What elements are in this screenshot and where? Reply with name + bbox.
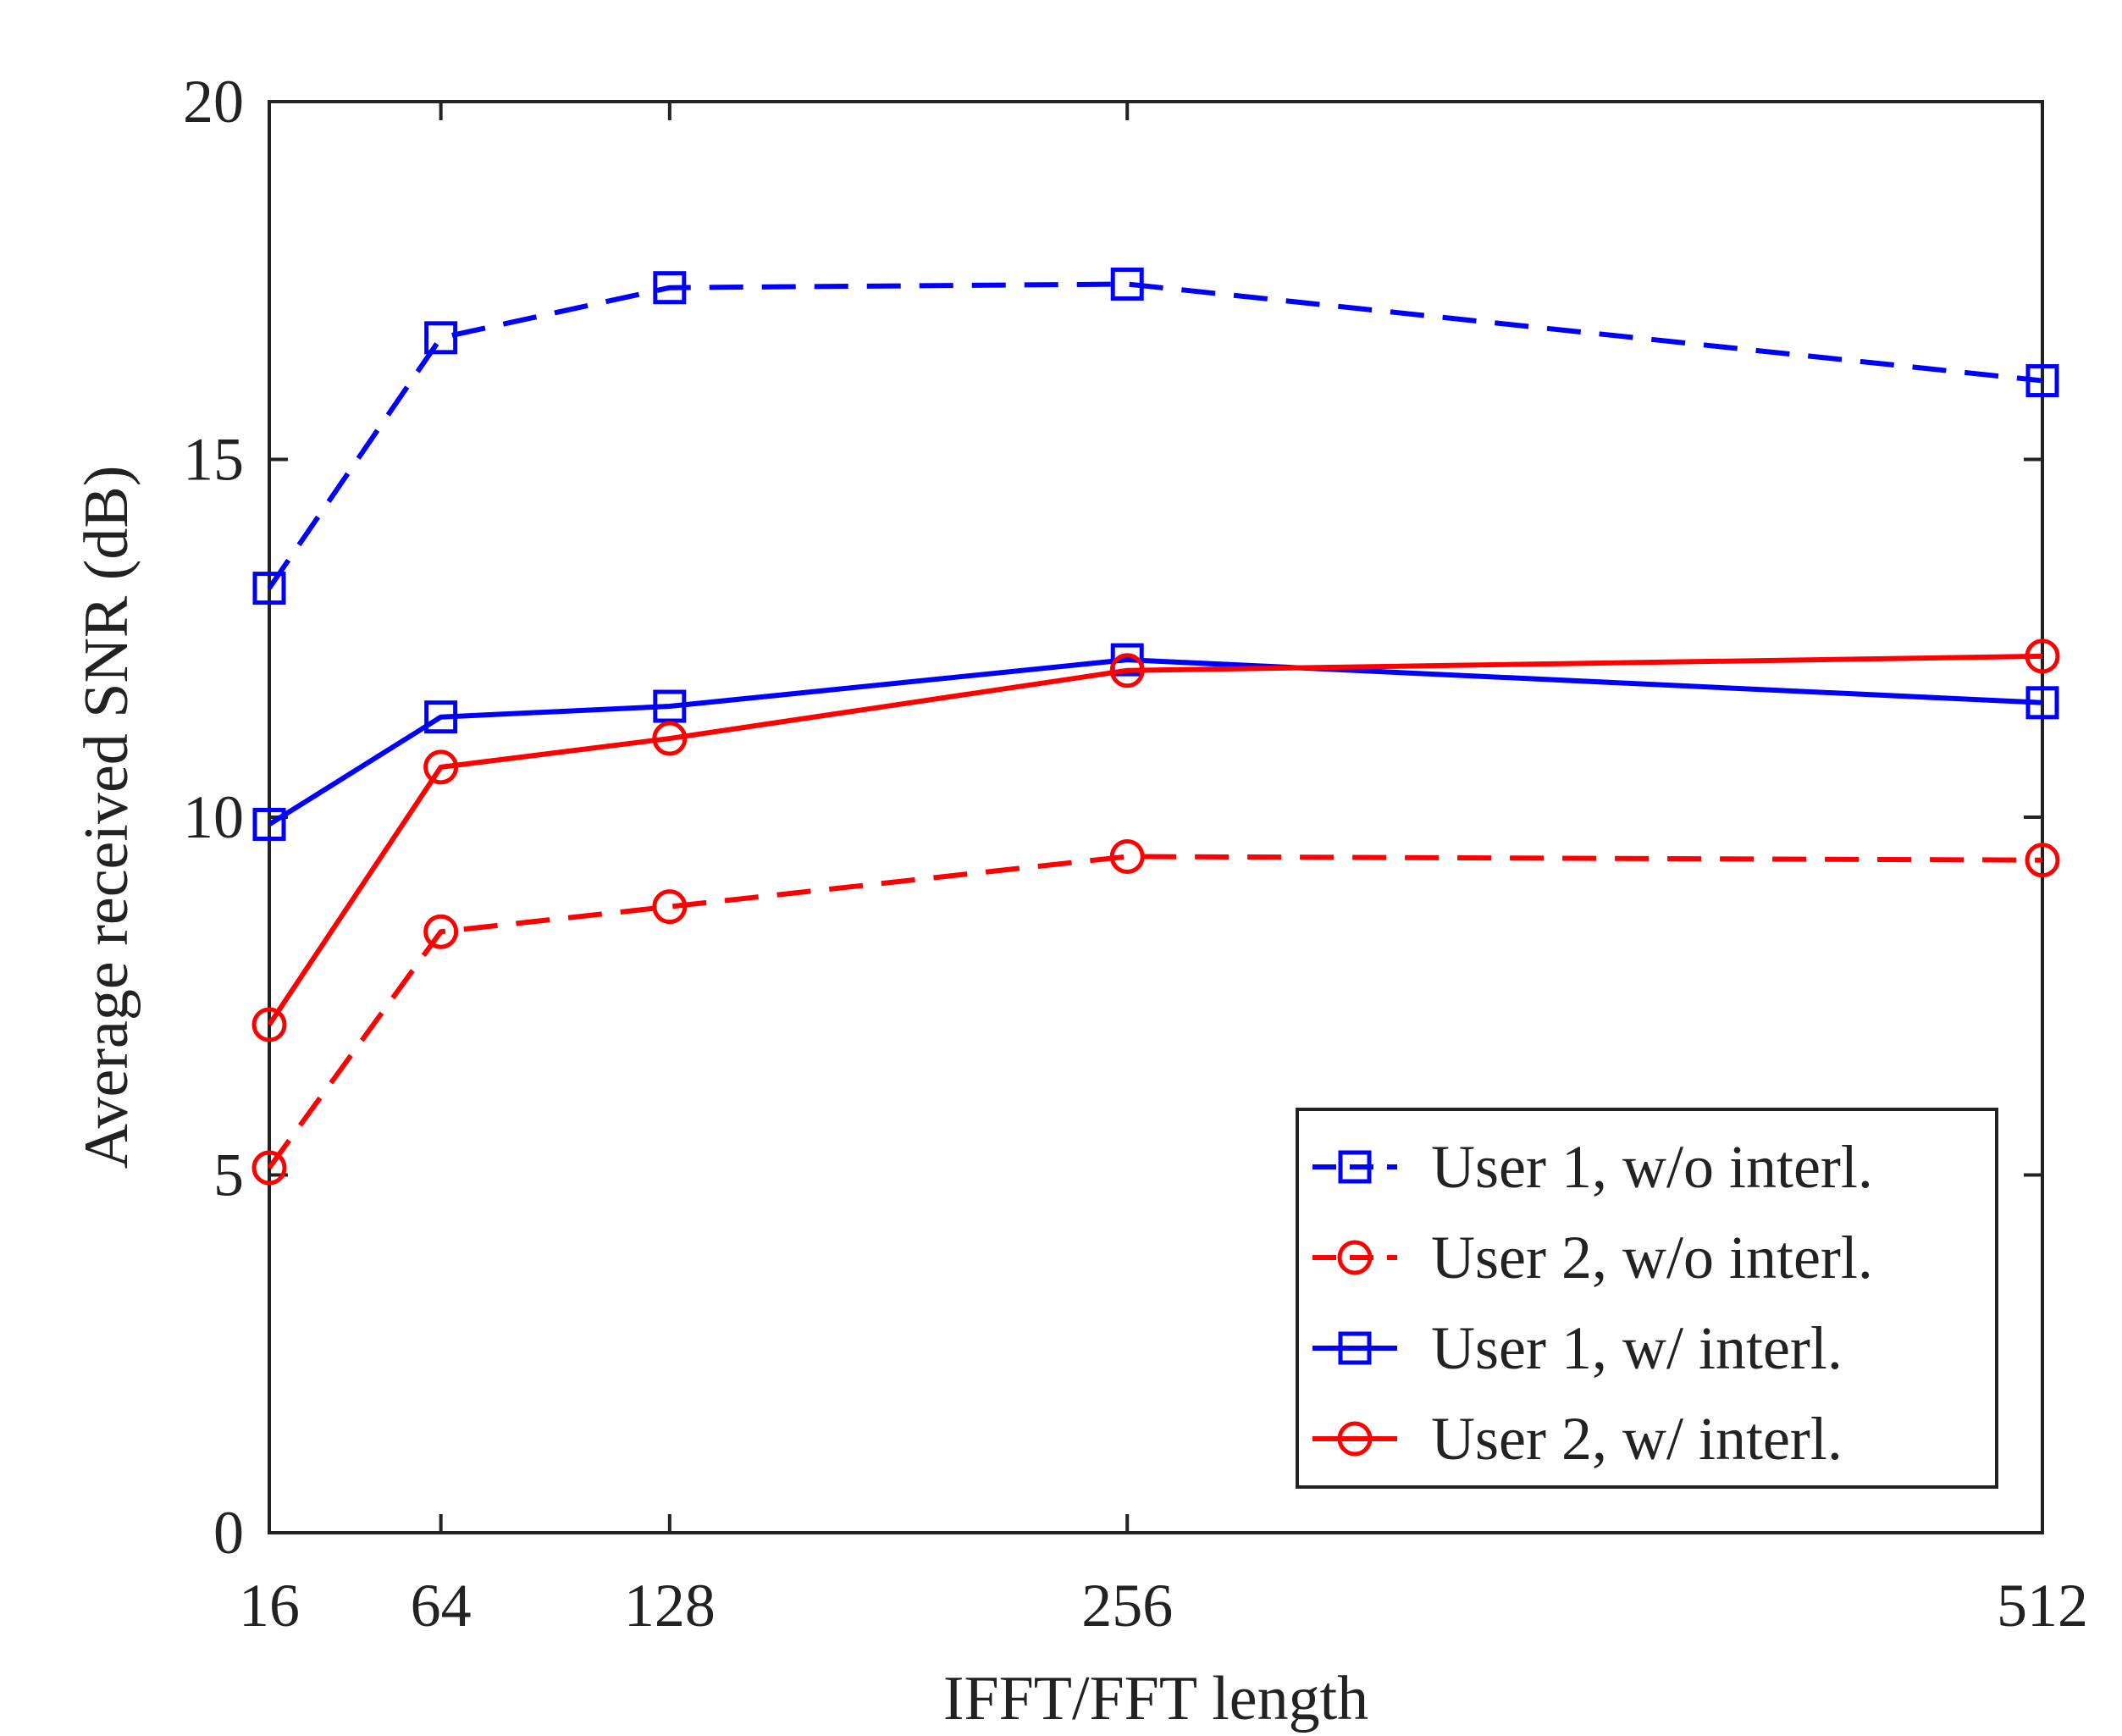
legend-box (1296, 1108, 1998, 1489)
circle-marker (251, 1007, 287, 1042)
circle-marker (652, 889, 688, 925)
circle-marker (652, 721, 688, 756)
square-marker (2025, 686, 2059, 720)
series-2 (251, 838, 2060, 1186)
circle-marker (251, 1150, 287, 1186)
x-tick-label: 128 (624, 1572, 716, 1639)
series-group (251, 267, 2060, 1186)
square-marker (424, 321, 458, 355)
square-marker (252, 572, 286, 605)
square-marker (424, 700, 458, 734)
legend-square-marker (1338, 1150, 1372, 1184)
x-tick-label: 512 (1997, 1572, 2088, 1639)
square-marker (653, 271, 687, 305)
y-tick-label: 20 (183, 68, 244, 135)
series-4 (251, 639, 2060, 1042)
square-marker (653, 689, 687, 723)
series-1 (252, 267, 2059, 605)
x-tick-label: 64 (411, 1572, 472, 1639)
legend-item: User 2, w/ interl. (1312, 1405, 1843, 1473)
series-line (267, 281, 2043, 590)
x-tick-label: 256 (1081, 1572, 1173, 1639)
legend-circle-marker (1337, 1421, 1373, 1457)
legend-label: User 2, w/ interl. (1431, 1405, 1843, 1473)
y-tick-label: 0 (213, 1499, 244, 1567)
legend-square-marker (1338, 1331, 1372, 1365)
circle-marker (2025, 843, 2060, 878)
legend-circle-marker (1337, 1240, 1373, 1275)
circle-marker (423, 749, 459, 785)
series-3 (252, 643, 2059, 841)
square-marker (1110, 267, 1144, 301)
y-tick-label: 15 (183, 426, 244, 494)
legend-item: User 2, w/o interl. (1312, 1224, 1873, 1291)
circle-marker (1109, 653, 1145, 688)
series-line (267, 854, 2043, 1169)
y-tick-label: 5 (213, 1142, 244, 1209)
legend-label: User 2, w/o interl. (1431, 1224, 1873, 1291)
legend-label: User 1, w/o interl. (1431, 1133, 1873, 1201)
series-line (267, 653, 2043, 1026)
axes: 16 64 128 256 512 0 5 10 15 20 IFFT/FFT length Aver… (72, 68, 2088, 1733)
x-axis-title: IFFT/FFT length (943, 1664, 1368, 1733)
series-line (268, 657, 2043, 827)
legend-label: User 1, w/ interl. (1431, 1314, 1843, 1382)
x-tick-label: 16 (239, 1572, 300, 1639)
square-marker (252, 807, 286, 841)
square-marker (1110, 643, 1144, 677)
circle-marker (423, 914, 459, 949)
square-marker (2025, 364, 2059, 398)
legend: User 1, w/o interl. User 2, w/o interl. Us… (1296, 1108, 1998, 1489)
y-tick-label: 10 (183, 783, 244, 851)
circle-marker (1109, 838, 1145, 874)
circle-marker (2025, 639, 2060, 674)
legend-item: User 1, w/ interl. (1312, 1314, 1843, 1382)
legend-item: User 1, w/o interl. (1312, 1133, 1873, 1201)
y-axis-title: Average received SNR (dB) (72, 466, 141, 1169)
